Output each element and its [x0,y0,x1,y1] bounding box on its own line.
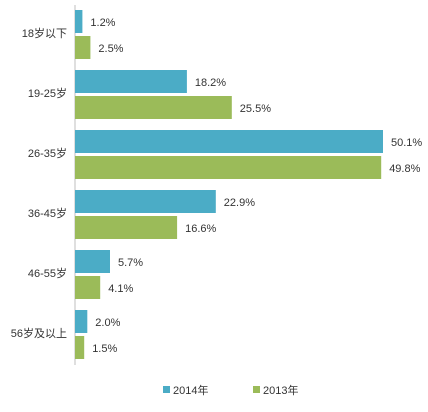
data-label: 2.0% [95,317,120,329]
bar [75,36,91,59]
data-label: 25.5% [240,103,271,115]
data-label: 2.5% [98,43,123,55]
data-label: 5.7% [118,257,143,269]
legend-swatch [253,386,260,393]
bar [75,310,88,333]
bar [75,250,110,273]
data-label: 50.1% [391,137,422,149]
data-label: 22.9% [224,197,255,209]
data-label: 18.2% [195,77,226,89]
bar [75,96,232,119]
category-label: 36-45岁 [28,206,67,220]
legend-swatch [163,386,170,393]
data-label: 1.2% [90,17,115,29]
bar [75,216,178,239]
bar [75,10,83,33]
bar [75,130,383,153]
bar [75,336,85,359]
data-label: 4.1% [108,283,133,295]
category-label: 18岁以下 [22,26,67,40]
legend-label: 2014年 [173,383,208,397]
category-label: 46-55岁 [28,266,67,280]
bar [75,276,101,299]
bar [75,190,216,213]
data-label: 16.6% [185,223,216,235]
category-label: 56岁及以上 [11,326,67,340]
bar [75,70,187,93]
bar [75,156,382,179]
legend-label: 2013年 [263,383,298,397]
category-label: 19-25岁 [28,86,67,100]
legend: 2014年 2013年 [163,383,298,397]
category-label: 26-35岁 [28,146,67,160]
data-label: 1.5% [92,343,117,355]
data-label: 49.8% [389,163,420,175]
